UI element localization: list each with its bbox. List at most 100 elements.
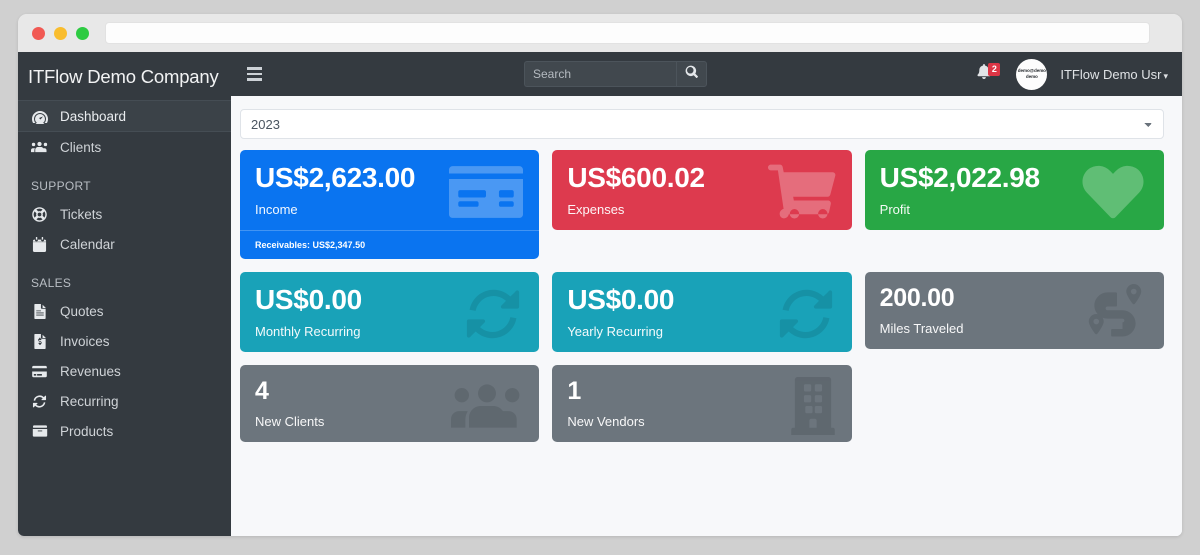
hamburger-icon[interactable]	[247, 67, 262, 81]
shopping-cart-icon	[767, 162, 836, 224]
calendar-icon	[30, 236, 49, 252]
stat-card-expenses[interactable]: US$600.02 Expenses	[552, 150, 852, 231]
main-area: 2 demo@demo demo ITFlow Demo Usr▾ 2023	[231, 52, 1182, 536]
stat-card-body: US$0.00 Monthly Recurring	[240, 272, 539, 352]
sidebar-item-label: Invoices	[60, 333, 110, 349]
bell-icon	[977, 64, 991, 84]
sync-icon	[30, 393, 49, 409]
sidebar-item-tickets[interactable]: Tickets	[18, 199, 231, 229]
sidebar-item-label: Revenues	[60, 363, 121, 379]
app-shell: ITFlow Demo Company Dashboard Clients SU…	[18, 52, 1182, 536]
sidebar-item-label: Dashboard	[60, 108, 127, 124]
users-icon	[451, 377, 523, 435]
stat-card-value: US$0.00	[255, 284, 362, 316]
stat-card-body: US$2,022.98 Profit	[865, 150, 1164, 230]
stat-card-value: US$0.00	[567, 284, 675, 316]
stat-card-value: 200.00	[879, 284, 955, 313]
year-filter-select[interactable]: 2023	[240, 109, 1164, 139]
sidebar-item-products[interactable]: Products	[18, 416, 231, 446]
dashboard-icon	[30, 108, 49, 124]
sync-icon	[463, 284, 523, 344]
stat-card-value: 4	[255, 377, 269, 406]
sidebar-item-revenues[interactable]: Revenues	[18, 356, 231, 386]
avatar[interactable]: demo@demo demo	[1016, 58, 1048, 90]
topbar-actions: 2 demo@demo demo ITFlow Demo Usr ▾	[977, 58, 1168, 90]
sidebar-item-label: Recurring	[60, 393, 119, 409]
topbar: 2 demo@demo demo ITFlow Demo Usr▾	[231, 52, 1182, 96]
notifications-badge: 2	[988, 62, 1001, 76]
sidebar-heading-sales: SALES	[31, 276, 72, 290]
stat-card-label: New Vendors	[567, 414, 645, 430]
route-icon	[1082, 284, 1148, 344]
brand-title: ITFlow Demo Company	[28, 66, 219, 87]
stat-card-yearly-recurring[interactable]: US$0.00 Yearly Recurring	[552, 272, 852, 353]
sidebar: ITFlow Demo Company Dashboard Clients SU…	[18, 52, 231, 536]
url-bar[interactable]	[105, 22, 1150, 44]
close-window-button[interactable]	[32, 26, 45, 40]
file-quote-icon	[30, 303, 49, 319]
content-area: 2023 US$2,623.00 Income	[231, 96, 1182, 536]
sidebar-item-label: Calendar	[60, 236, 115, 252]
box-icon	[30, 423, 49, 439]
sidebar-item-recurring[interactable]: Recurring	[18, 386, 231, 416]
stat-card-value: US$2,022.98	[879, 162, 1040, 193]
users-icon	[30, 139, 49, 155]
stat-card-new-vendors[interactable]: 1 New Vendors	[552, 365, 852, 443]
stat-card-label: Income	[255, 202, 298, 218]
chevron-down-icon: ▾	[1163, 70, 1168, 81]
stat-card-body: US$0.00 Yearly Recurring	[552, 272, 851, 352]
stat-card-miles-traveled[interactable]: 200.00 Miles Traveled	[864, 272, 1164, 350]
minimize-window-button[interactable]	[54, 26, 67, 40]
sidebar-item-label: Tickets	[60, 206, 103, 222]
stat-card-label: Miles Traveled	[879, 321, 964, 337]
search-form	[524, 61, 707, 87]
browser-titlebar	[18, 14, 1182, 52]
user-menu-label: ITFlow Demo Usr	[1060, 66, 1162, 82]
sidebar-item-invoices[interactable]: Invoices	[18, 326, 231, 356]
stat-card-monthly-recurring[interactable]: US$0.00 Monthly Recurring	[240, 272, 540, 353]
sidebar-item-label: Products	[60, 423, 114, 439]
search-button[interactable]	[676, 61, 707, 87]
building-icon	[790, 377, 836, 436]
sidebar-item-label: Clients	[60, 139, 102, 155]
stat-card-body: US$2,623.00 Income	[240, 150, 539, 230]
search-icon	[685, 65, 698, 83]
sidebar-item-calendar[interactable]: Calendar	[18, 229, 231, 259]
card-row: US$2,623.00 Income Receivables: US$2,347…	[240, 150, 1164, 260]
sidebar-item-quotes[interactable]: Quotes	[18, 296, 231, 326]
browser-window: ITFlow Demo Company Dashboard Clients SU…	[18, 14, 1182, 536]
stat-card-label: New Clients	[255, 414, 325, 430]
card-row: 4 New Clients 1 New Vendors	[240, 365, 1164, 443]
stat-card-body: 200.00 Miles Traveled	[865, 272, 1164, 349]
window-controls	[32, 26, 89, 40]
avatar-line-1: demo@demo	[1017, 68, 1046, 73]
stat-card-new-clients[interactable]: 4 New Clients	[240, 365, 540, 443]
credit-card-icon	[30, 363, 49, 379]
money-check-icon	[449, 162, 524, 222]
user-menu[interactable]: ITFlow Demo Usr ▾	[1060, 67, 1168, 82]
stat-card-grid: US$2,623.00 Income Receivables: US$2,347…	[240, 150, 1164, 443]
heart-icon	[1078, 162, 1148, 224]
stat-card-value: 1	[567, 377, 581, 406]
life-ring-icon	[30, 206, 49, 222]
search-input[interactable]	[524, 61, 676, 87]
stat-card-body: 4 New Clients	[240, 365, 539, 442]
sidebar-item-dashboard[interactable]: Dashboard	[18, 100, 231, 132]
notifications-button[interactable]: 2	[977, 62, 1003, 84]
maximize-window-button[interactable]	[76, 26, 89, 40]
sidebar-heading-support: SUPPORT	[31, 179, 91, 193]
stat-card-label: Yearly Recurring	[567, 324, 663, 340]
card-row: US$0.00 Monthly Recurring US$0.00 Yearly…	[240, 272, 1164, 353]
stat-card-value: US$600.02	[567, 162, 705, 193]
sidebar-item-clients[interactable]: Clients	[18, 132, 231, 162]
file-invoice-dollar-icon	[30, 333, 49, 349]
stat-card-label: Profit	[879, 202, 910, 218]
sidebar-item-label: Quotes	[60, 303, 104, 319]
stat-card-label: Monthly Recurring	[255, 324, 361, 340]
sync-icon	[776, 284, 836, 344]
stat-card-value: US$2,623.00	[255, 162, 416, 193]
stat-card-income[interactable]: US$2,623.00 Income Receivables: US$2,347…	[240, 150, 540, 260]
stat-card-footer: Receivables: US$2,347.50	[240, 230, 540, 259]
stat-card-profit[interactable]: US$2,022.98 Profit	[864, 150, 1164, 231]
avatar-line-2: demo	[1025, 74, 1038, 79]
